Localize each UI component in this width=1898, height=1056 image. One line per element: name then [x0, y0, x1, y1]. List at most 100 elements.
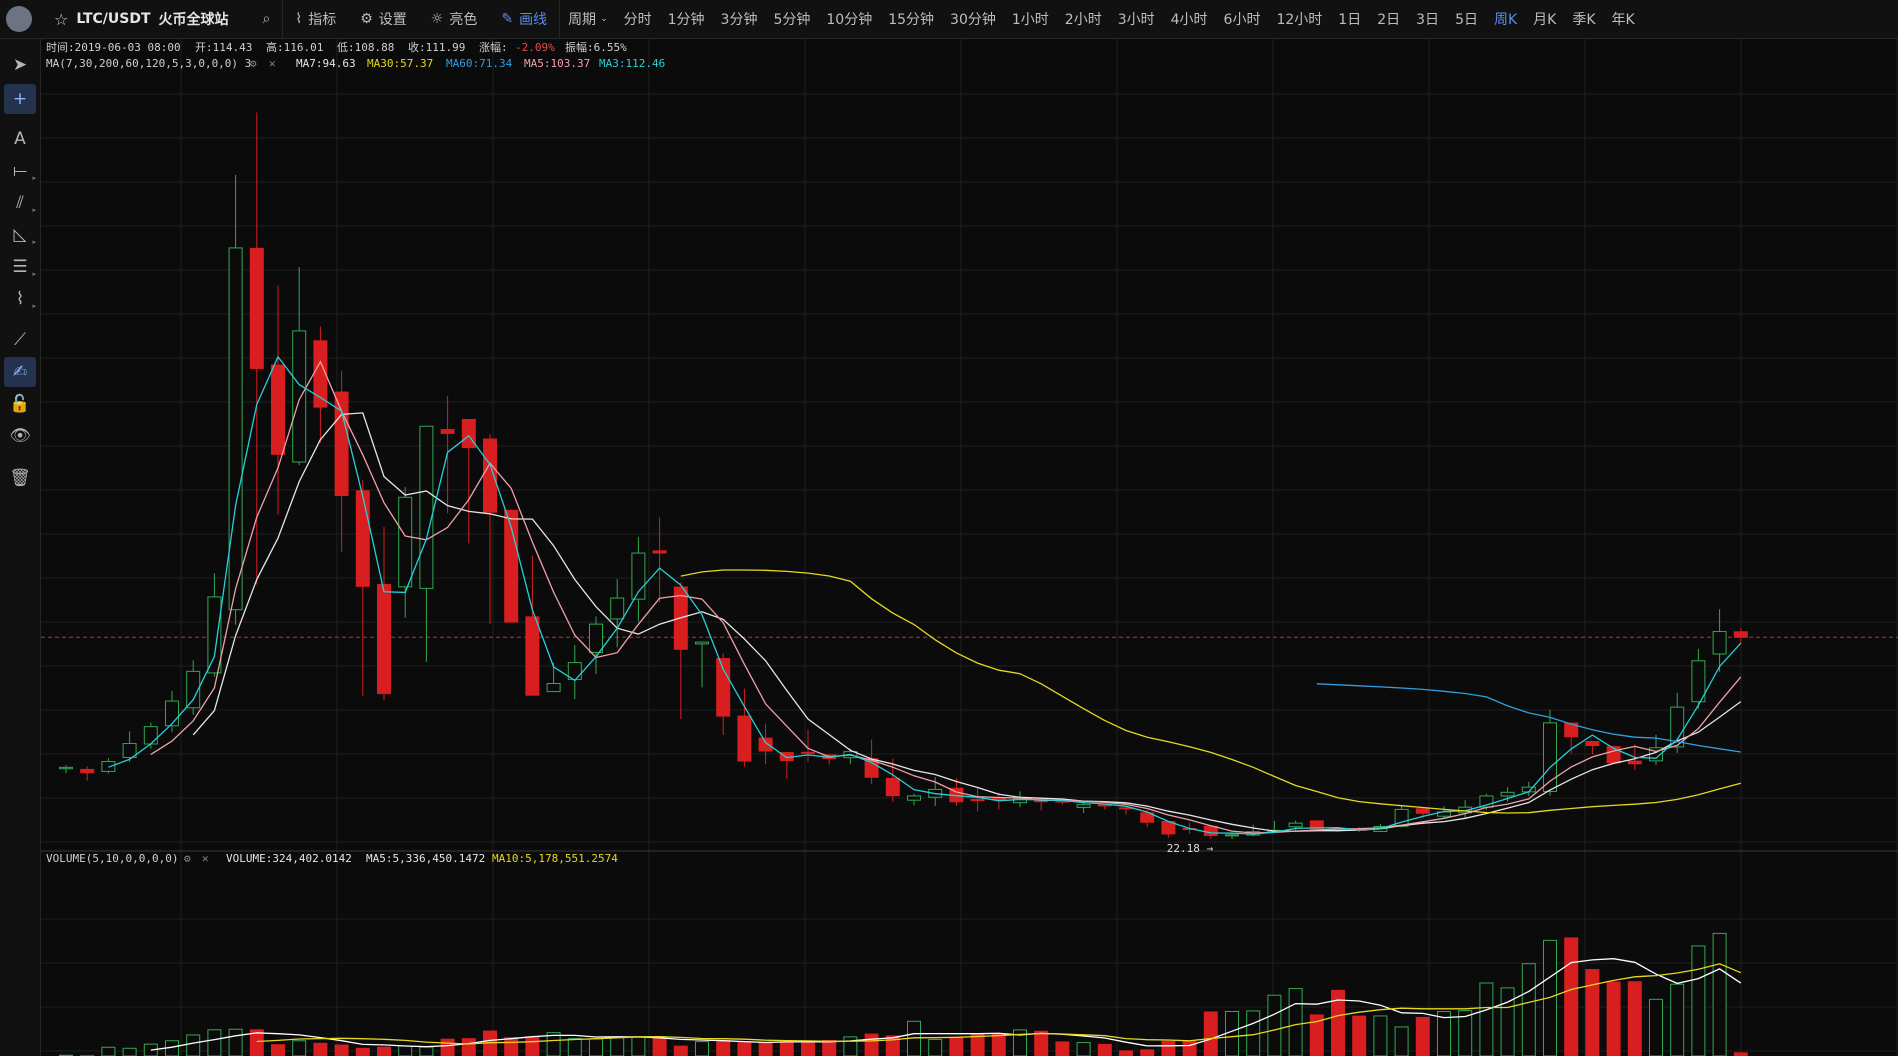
candle-body — [292, 330, 307, 463]
volume-bar — [1500, 987, 1515, 1056]
period-8[interactable]: 2小时 — [1064, 12, 1102, 28]
ma5-line — [150, 360, 1742, 834]
toolbar-button-gear[interactable]: ⚙ 设置 — [348, 0, 419, 38]
volume-bar — [1394, 1026, 1409, 1056]
volume-bar — [525, 1036, 540, 1056]
expand-arrow-icon[interactable]: ▸ — [32, 238, 36, 246]
candle-body — [1606, 746, 1621, 764]
chart-area[interactable]: 22.18 → 时间:2019-06-03 08:00 开:114.43 高:116.… — [41, 39, 1898, 1056]
ma5-value: MA5:103.37 — [524, 57, 590, 70]
period-15[interactable]: 3日 — [1416, 12, 1440, 28]
period-7[interactable]: 1小时 — [1011, 12, 1049, 28]
candle-body — [1585, 741, 1600, 747]
eye-icon[interactable]: 👁 — [9, 426, 31, 446]
pen-icon: ✎ — [501, 11, 514, 27]
period-9[interactable]: 3小时 — [1117, 12, 1155, 28]
period-2[interactable]: 3分钟 — [720, 12, 758, 28]
expand-arrow-icon[interactable]: ▸ — [32, 206, 36, 214]
candle-body — [1394, 808, 1409, 827]
toolbar-button-sun[interactable]: ☼ 亮色 — [419, 0, 490, 38]
period-12[interactable]: 12小时 — [1276, 12, 1323, 28]
volume-bar — [1649, 998, 1663, 1056]
info-high: 高:116.01 — [266, 40, 323, 54]
volume-bar — [1097, 1043, 1112, 1056]
period-20[interactable]: 年K — [1611, 12, 1635, 28]
expand-arrow-icon[interactable]: ▸ — [32, 270, 36, 278]
wave-icon[interactable]: ⌇ ▸ — [15, 289, 36, 310]
period-11[interactable]: 6小时 — [1223, 12, 1261, 28]
candle-body — [59, 766, 73, 770]
volume-bar — [716, 1040, 731, 1056]
volume-bar — [1733, 1052, 1748, 1056]
crosshair-icon[interactable]: + — [4, 84, 36, 114]
parallel-lines-icon[interactable]: ☰ ▸ — [12, 257, 36, 278]
period-17[interactable]: 周K — [1493, 12, 1518, 28]
volume-bar — [1691, 945, 1706, 1056]
symbol-selector[interactable]: ☆ LTC/USDT 火币全球站 ⌕ — [38, 9, 282, 29]
volume-bar — [1055, 1041, 1070, 1056]
toolbar-button-indicator[interactable]: ⌇ 指标 — [283, 0, 348, 38]
sun-icon: ☼ — [430, 11, 444, 27]
period-1[interactable]: 1分钟 — [667, 12, 705, 28]
volume-bar — [546, 1032, 561, 1056]
candle-body — [355, 490, 370, 587]
volume-bar — [1352, 1015, 1367, 1056]
period-label: 周期 — [568, 12, 597, 28]
period-5[interactable]: 15分钟 — [888, 12, 935, 28]
volume-bar — [991, 1033, 1006, 1056]
volume-bar — [928, 1039, 943, 1056]
period-16[interactable]: 5日 — [1455, 12, 1478, 28]
volume-bar — [1119, 1050, 1133, 1056]
text-icon[interactable]: A — [14, 129, 26, 149]
period-14[interactable]: 2日 — [1377, 12, 1401, 28]
expand-arrow-icon[interactable]: ▸ — [32, 302, 36, 310]
period-10[interactable]: 4小时 — [1170, 12, 1208, 28]
lock-icon[interactable]: 🔓 — [9, 394, 31, 414]
info-change-value: -2.09% — [515, 41, 555, 54]
volume-params: VOLUME(5,10,0,0,0,0) — [46, 852, 178, 865]
expand-arrow-icon[interactable]: ▸ — [32, 174, 36, 182]
ma60-line — [1316, 683, 1741, 753]
line-icon[interactable]: ⟝ ▸ — [12, 161, 36, 182]
exchange-name: 火币全球站 — [158, 12, 229, 28]
candle-body — [271, 364, 285, 455]
candle-body — [970, 799, 985, 802]
volume-bar — [589, 1038, 603, 1056]
volume-bar — [779, 1042, 794, 1056]
period-0[interactable]: 分时 — [623, 12, 652, 28]
fibonacci-icon[interactable]: ⫽ ▸ — [16, 193, 36, 214]
volume-bar — [1564, 937, 1579, 1056]
cursor-arrow-icon[interactable]: ➤ — [12, 55, 28, 75]
triangle-icon[interactable]: ◺ ▸ — [13, 225, 36, 246]
period-18[interactable]: 月K — [1533, 12, 1557, 28]
volume-bar — [377, 1046, 391, 1056]
candle-body — [1097, 804, 1112, 807]
candle-body — [440, 429, 455, 434]
ruler-icon[interactable]: ⟋ — [14, 330, 26, 350]
toolbar-button-pen[interactable]: ✎ 画线 — [489, 0, 559, 38]
period-4[interactable]: 10分钟 — [826, 12, 873, 28]
period-dropdown[interactable]: 周期 ⌄ — [560, 0, 616, 38]
volume-bar — [1225, 1010, 1239, 1056]
period-13[interactable]: 1日 — [1338, 12, 1362, 28]
ma3-value: MA3:112.46 — [599, 57, 665, 70]
volume-bar — [313, 1042, 328, 1056]
draw-pen-icon[interactable]: ✍ — [4, 357, 36, 387]
candle-body — [122, 743, 137, 758]
period-6[interactable]: 30分钟 — [950, 12, 996, 28]
favorite-star-icon[interactable]: ☆ — [54, 9, 69, 29]
period-3[interactable]: 5分钟 — [773, 12, 811, 28]
volume-bar — [652, 1037, 667, 1056]
volume-bars — [59, 932, 1748, 1056]
volume-bar — [186, 1034, 201, 1056]
candle-body — [398, 496, 413, 588]
info-change-label: 涨幅: — [479, 41, 508, 54]
candle-body — [143, 726, 158, 745]
search-icon[interactable]: ⌕ — [262, 11, 271, 27]
volume-bar — [228, 1028, 243, 1056]
candle-body — [991, 797, 1006, 801]
gear-icon: ⚙ — [360, 11, 373, 27]
candles — [59, 112, 1748, 840]
period-19[interactable]: 季K — [1572, 12, 1596, 28]
trash-icon[interactable]: 🗑 — [9, 468, 31, 488]
